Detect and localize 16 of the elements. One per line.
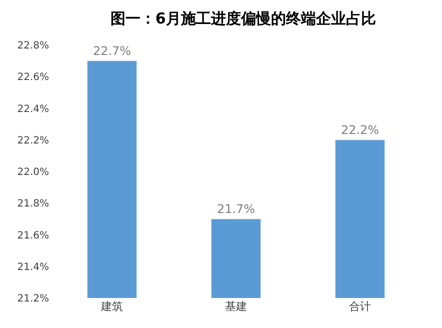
y-tick-label: 21.6% <box>17 230 49 242</box>
x-tick-label: 建筑 <box>100 300 123 313</box>
data-label: 21.7% <box>216 202 256 216</box>
y-tick-label: 22.6% <box>17 72 49 84</box>
y-tick-label: 21.8% <box>17 198 49 210</box>
data-label: 22.2% <box>340 122 380 137</box>
y-tick-label: 21.2% <box>17 294 49 304</box>
y-tick-label: 22.8% <box>17 40 49 52</box>
chart-title: 图一：6月施工进度偏慢的终端企业占比 <box>110 10 376 28</box>
y-tick-label: 21.4% <box>17 262 49 273</box>
y-tick-label: 22.0% <box>17 167 49 178</box>
y-tick-label: 22.4% <box>17 104 49 115</box>
y-tick-label: 22.2% <box>17 135 49 146</box>
data-label: 22.7% <box>92 44 132 58</box>
x-tick-label: 合计 <box>349 300 371 313</box>
x-tick-label: 基建 <box>225 300 247 313</box>
